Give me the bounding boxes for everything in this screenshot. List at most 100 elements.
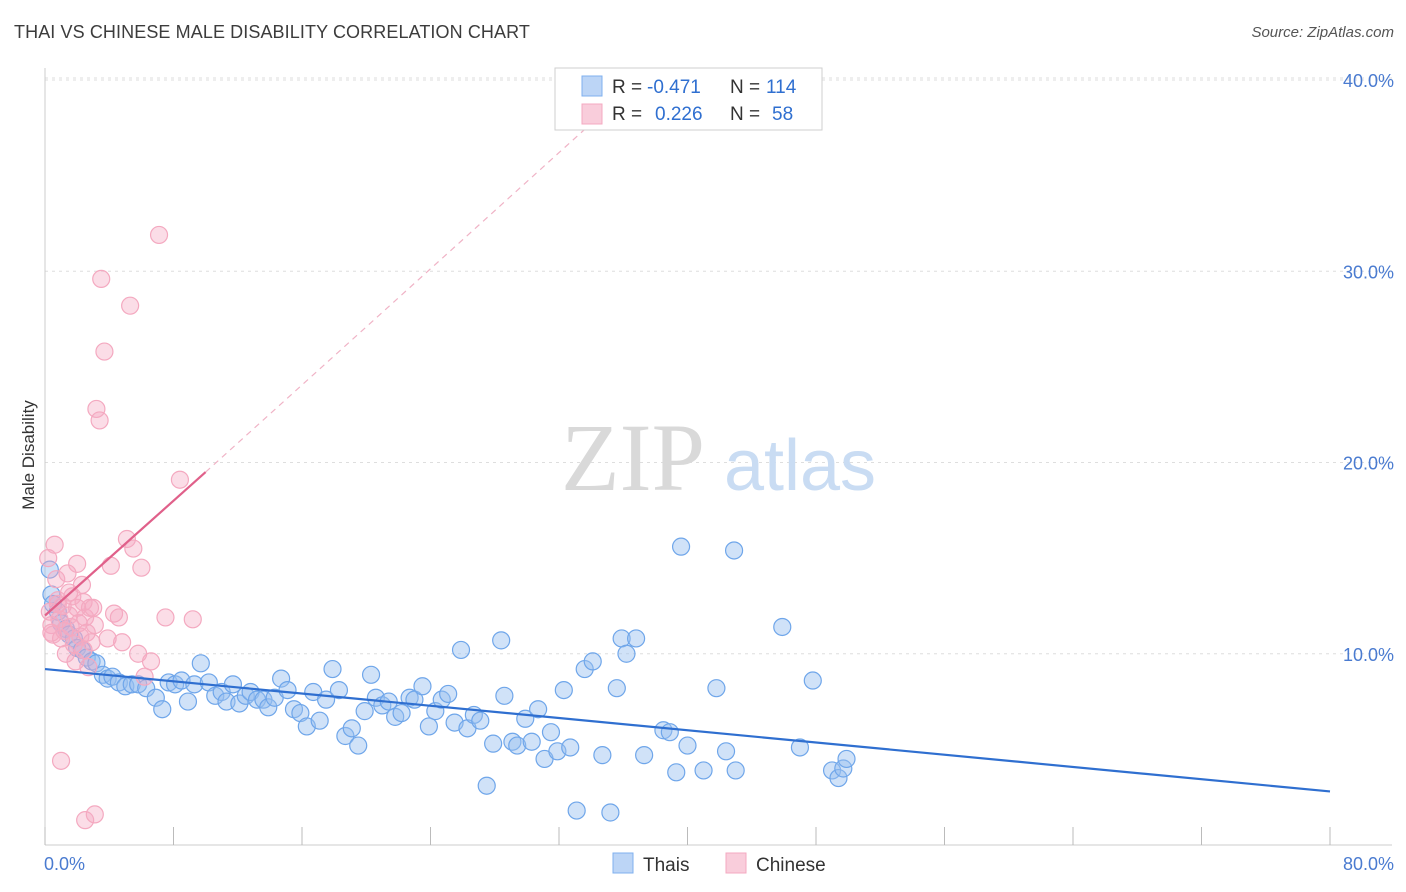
point-thais-33 <box>223 675 243 694</box>
bottom-legend-swatch-thais <box>612 852 634 874</box>
point-thais-53 <box>349 736 368 755</box>
point-thais-113 <box>837 749 856 769</box>
point-thais-76 <box>495 686 514 705</box>
x-tick-label-0: 0.0% <box>44 854 85 874</box>
point-thais-108 <box>790 738 810 757</box>
legend-n-label-thais: N = <box>730 77 760 98</box>
point-chinese-43 <box>132 558 151 577</box>
point-thais-91 <box>601 803 620 822</box>
point-thais-0 <box>40 560 59 579</box>
legend-r-value-chinese: 0.226 <box>655 104 703 125</box>
watermark-zip: ZIP <box>561 404 705 511</box>
point-thais-73 <box>477 776 496 795</box>
point-thais-21 <box>146 688 165 707</box>
point-thais-50 <box>329 680 349 700</box>
point-thais-28 <box>191 654 210 673</box>
point-chinese-39 <box>117 529 137 549</box>
axes <box>44 68 1392 846</box>
legend-n-label-chinese: N = <box>730 104 760 125</box>
point-thais-80 <box>522 732 541 751</box>
legend-n-value-chinese: 58 <box>772 104 793 125</box>
y-tick-label-0: 10.0% <box>1343 645 1394 665</box>
point-chinese-50 <box>51 751 71 770</box>
legend-r-value-thais: -0.471 <box>647 77 701 98</box>
point-thais-112 <box>834 759 853 778</box>
point-thais-39 <box>259 698 278 717</box>
legend-r-label-chinese: R = <box>612 104 642 125</box>
point-thais-74 <box>484 734 503 753</box>
point-thais-104 <box>716 742 736 761</box>
point-thais-63 <box>413 677 432 696</box>
point-chinese-37 <box>109 608 128 627</box>
y-tick-labels: 10.0% 20.0% 30.0% 40.0% <box>1343 71 1394 665</box>
bottom-legend-swatch-chinese <box>725 852 747 874</box>
trend-extension-chinese <box>205 115 600 473</box>
bottom-legend-thais: Thais <box>643 855 689 876</box>
point-thais-41 <box>272 669 291 688</box>
point-thais-75 <box>492 631 511 650</box>
point-thais-98 <box>660 723 679 742</box>
gridlines <box>45 77 1392 655</box>
point-thais-87 <box>567 801 586 820</box>
point-thais-83 <box>541 723 561 742</box>
series-thais-points <box>40 537 856 822</box>
point-chinese-57 <box>74 640 93 660</box>
point-chinese-55 <box>68 554 87 573</box>
point-thais-86 <box>561 738 580 757</box>
point-thais-90 <box>593 746 612 765</box>
bottom-legend-chinese: Chinese <box>756 855 826 876</box>
point-chinese-31 <box>90 411 109 430</box>
point-chinese-52 <box>85 805 104 824</box>
series-chinese-points <box>39 225 202 830</box>
point-chinese-29 <box>85 615 104 635</box>
y-tick-label-1: 20.0% <box>1343 454 1394 474</box>
source-credit: Source: ZipAtlas.com <box>1251 24 1394 41</box>
point-chinese-32 <box>92 269 111 288</box>
point-chinese-38 <box>112 633 132 652</box>
point-thais-26 <box>178 692 198 711</box>
point-chinese-45 <box>141 652 161 671</box>
point-chinese-12 <box>58 564 77 583</box>
y-tick-label-3: 40.0% <box>1343 71 1394 91</box>
point-thais-101 <box>678 736 697 755</box>
correlation-legend: R = -0.471 N = 114 R = 0.226 N = 58 <box>554 67 823 131</box>
point-thais-106 <box>726 761 745 780</box>
watermark-atlas: atlas <box>724 426 876 506</box>
y-tick-label-2: 30.0% <box>1343 262 1394 282</box>
series-legend: Thais Chinese <box>612 852 826 876</box>
point-chinese-48 <box>170 470 190 489</box>
point-thais-69 <box>451 640 471 660</box>
point-chinese-35 <box>101 556 120 575</box>
point-thais-96 <box>635 746 654 765</box>
trend-lines <box>44 115 1331 793</box>
point-thais-42 <box>278 680 297 700</box>
point-thais-105 <box>724 541 744 560</box>
trend-line-thais <box>44 667 1331 793</box>
point-chinese-40 <box>121 296 140 315</box>
point-thais-81 <box>529 700 548 719</box>
point-thais-89 <box>583 652 602 671</box>
point-chinese-34 <box>98 629 117 648</box>
point-chinese-44 <box>135 667 154 686</box>
legend-n-value-thais: 114 <box>766 77 797 98</box>
x-tick-labels: 0.0% 80.0% <box>44 854 1394 874</box>
point-thais-67 <box>439 684 458 704</box>
point-chinese-30 <box>87 399 106 419</box>
point-chinese-5 <box>47 570 66 589</box>
point-thais-78 <box>508 736 527 755</box>
trend-line-chinese <box>44 471 207 617</box>
point-thais-72 <box>471 711 490 730</box>
point-thais-100 <box>671 537 691 556</box>
point-thais-49 <box>323 659 342 679</box>
point-thais-95 <box>626 629 646 648</box>
point-thais-97 <box>654 721 673 740</box>
point-thais-55 <box>361 665 381 684</box>
point-chinese-41 <box>124 539 143 558</box>
point-thais-102 <box>694 761 713 780</box>
point-chinese-51 <box>76 811 95 830</box>
point-thais-52 <box>342 719 361 738</box>
point-chinese-33 <box>95 342 114 361</box>
point-thais-22 <box>153 700 172 719</box>
point-thais-60 <box>392 703 411 723</box>
